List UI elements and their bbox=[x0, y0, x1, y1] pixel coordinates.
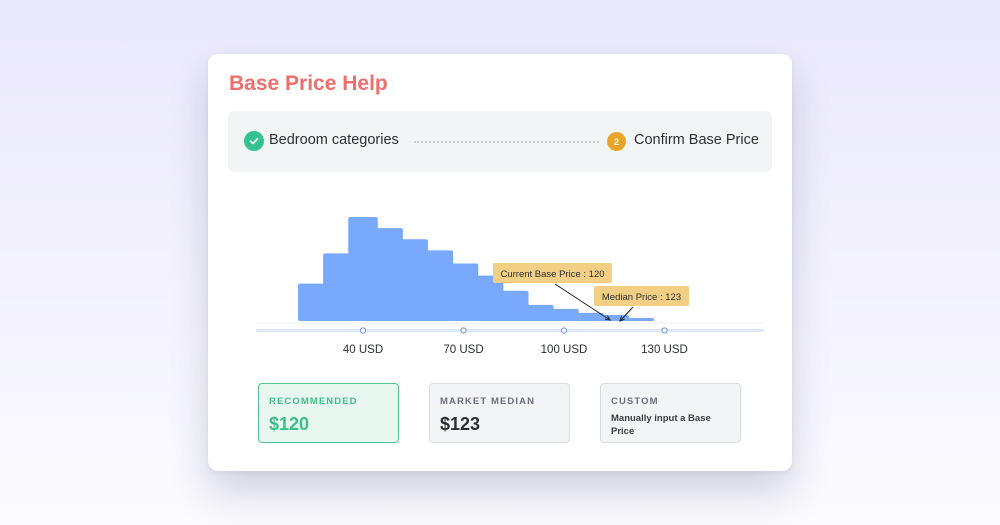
custom-option[interactable]: CUSTOM Manually input a Base Price bbox=[600, 383, 741, 443]
x-tick-marker bbox=[460, 327, 467, 334]
histogram-bar bbox=[574, 312, 604, 321]
x-tick-label: 130 USD bbox=[641, 344, 688, 356]
price-distribution-chart: 40 USD 70 USD 100 USD 130 USD Current Base P… bbox=[208, 204, 792, 364]
median-price-arrow bbox=[619, 306, 634, 322]
median-price-callout bbox=[594, 286, 689, 306]
market-median-option[interactable]: MARKET MEDIAN $123 bbox=[429, 383, 570, 443]
step-confirm-base-price[interactable]: Confirm Base Price bbox=[634, 132, 759, 148]
histogram-bar bbox=[624, 317, 655, 321]
current-base-price-callout bbox=[493, 263, 612, 283]
card-title: Base Price Help bbox=[229, 72, 388, 95]
step-bedroom-categories[interactable]: Bedroom categories bbox=[269, 132, 399, 148]
recommended-option[interactable]: RECOMMENDED $120 bbox=[258, 383, 399, 443]
histogram-bar bbox=[549, 308, 579, 321]
x-tick-label: 40 USD bbox=[343, 344, 383, 356]
histogram-bar bbox=[298, 283, 328, 321]
histogram-bar bbox=[348, 217, 378, 321]
step-connector bbox=[414, 141, 599, 143]
market-median-caption: MARKET MEDIAN bbox=[440, 396, 536, 407]
progress-stepper: Bedroom categories 2 Confirm Base Price bbox=[228, 111, 772, 172]
median-price-arrow-head bbox=[619, 316, 625, 322]
histogram-bar bbox=[323, 253, 353, 321]
current-price-arrow-head bbox=[604, 315, 611, 321]
check-icon bbox=[244, 131, 264, 151]
custom-note: Manually input a Base Price bbox=[611, 413, 711, 437]
current-price-arrow bbox=[554, 283, 611, 321]
median-price-label: Median Price : 123 bbox=[602, 292, 681, 303]
market-median-value: $123 bbox=[440, 414, 481, 434]
custom-caption: CUSTOM bbox=[611, 396, 659, 407]
recommended-caption: RECOMMENDED bbox=[269, 396, 358, 407]
histogram-bar bbox=[373, 228, 403, 321]
histogram-bar bbox=[398, 239, 428, 321]
histogram-bar bbox=[499, 290, 529, 321]
histogram-svg: 40 USD 70 USD 100 USD 130 USD Current Base P… bbox=[256, 217, 764, 356]
recommended-value: $120 bbox=[269, 414, 310, 434]
x-tick-marker bbox=[560, 327, 568, 334]
histogram-bar bbox=[524, 304, 554, 321]
step-number-badge: 2 bbox=[607, 132, 626, 151]
x-tick-label: 100 USD bbox=[541, 344, 588, 356]
histogram-bar bbox=[473, 275, 504, 321]
x-tick-marker bbox=[661, 327, 668, 334]
base-price-help-card: Base Price Help Bedroom categories 2 Con… bbox=[208, 54, 792, 471]
price-slider-track bbox=[256, 329, 764, 332]
x-tick-label: 70 USD bbox=[443, 344, 483, 356]
current-base-price-label: Current Base Price : 120 bbox=[500, 269, 604, 280]
histogram-bar bbox=[423, 250, 454, 321]
histogram-bar bbox=[448, 263, 479, 321]
x-tick-marker bbox=[359, 327, 367, 334]
